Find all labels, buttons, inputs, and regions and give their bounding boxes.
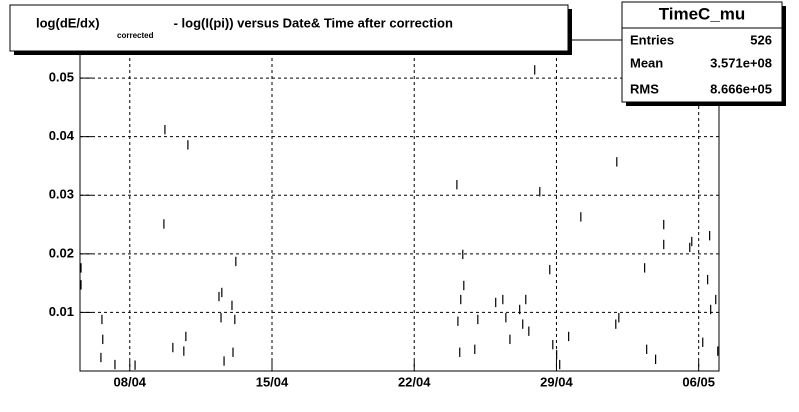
y-tick-label: 0.05	[49, 70, 74, 85]
stats-value: 526	[750, 32, 772, 47]
stats-label: Entries	[630, 32, 674, 47]
stats-value: 3.571e+08	[710, 55, 772, 70]
x-tick-label: 29/04	[540, 374, 573, 389]
y-tick-label: 0.01	[49, 304, 74, 319]
y-tick-label: 0.04	[49, 128, 75, 143]
x-tick-label: 08/04	[114, 374, 147, 389]
plot-frame	[79, 39, 720, 372]
title-subscript: corrected	[117, 31, 154, 40]
stats-value: 8.666e+05	[710, 81, 772, 96]
stats-box	[621, 1, 783, 103]
title-part: - log(I(pi)) versus Date& Time after cor…	[170, 15, 453, 30]
title-box	[9, 4, 569, 52]
plot-area: 0.01 0.02 0.03 0.04 0.05 08/04 15/04 22/04 29/04…	[49, 40, 719, 389]
stats-label: Mean	[630, 55, 663, 70]
y-tick-label: 0.03	[49, 187, 74, 202]
stats-title: TimeC_mu	[659, 4, 746, 23]
x-tick-label: 15/04	[256, 374, 289, 389]
title-part: log(dE/dx)	[36, 15, 100, 30]
y-tick-label: 0.02	[49, 245, 74, 260]
x-tick-label: 22/04	[398, 374, 431, 389]
stats-label: RMS	[630, 81, 659, 96]
x-tick-label: 06/05	[682, 374, 715, 389]
